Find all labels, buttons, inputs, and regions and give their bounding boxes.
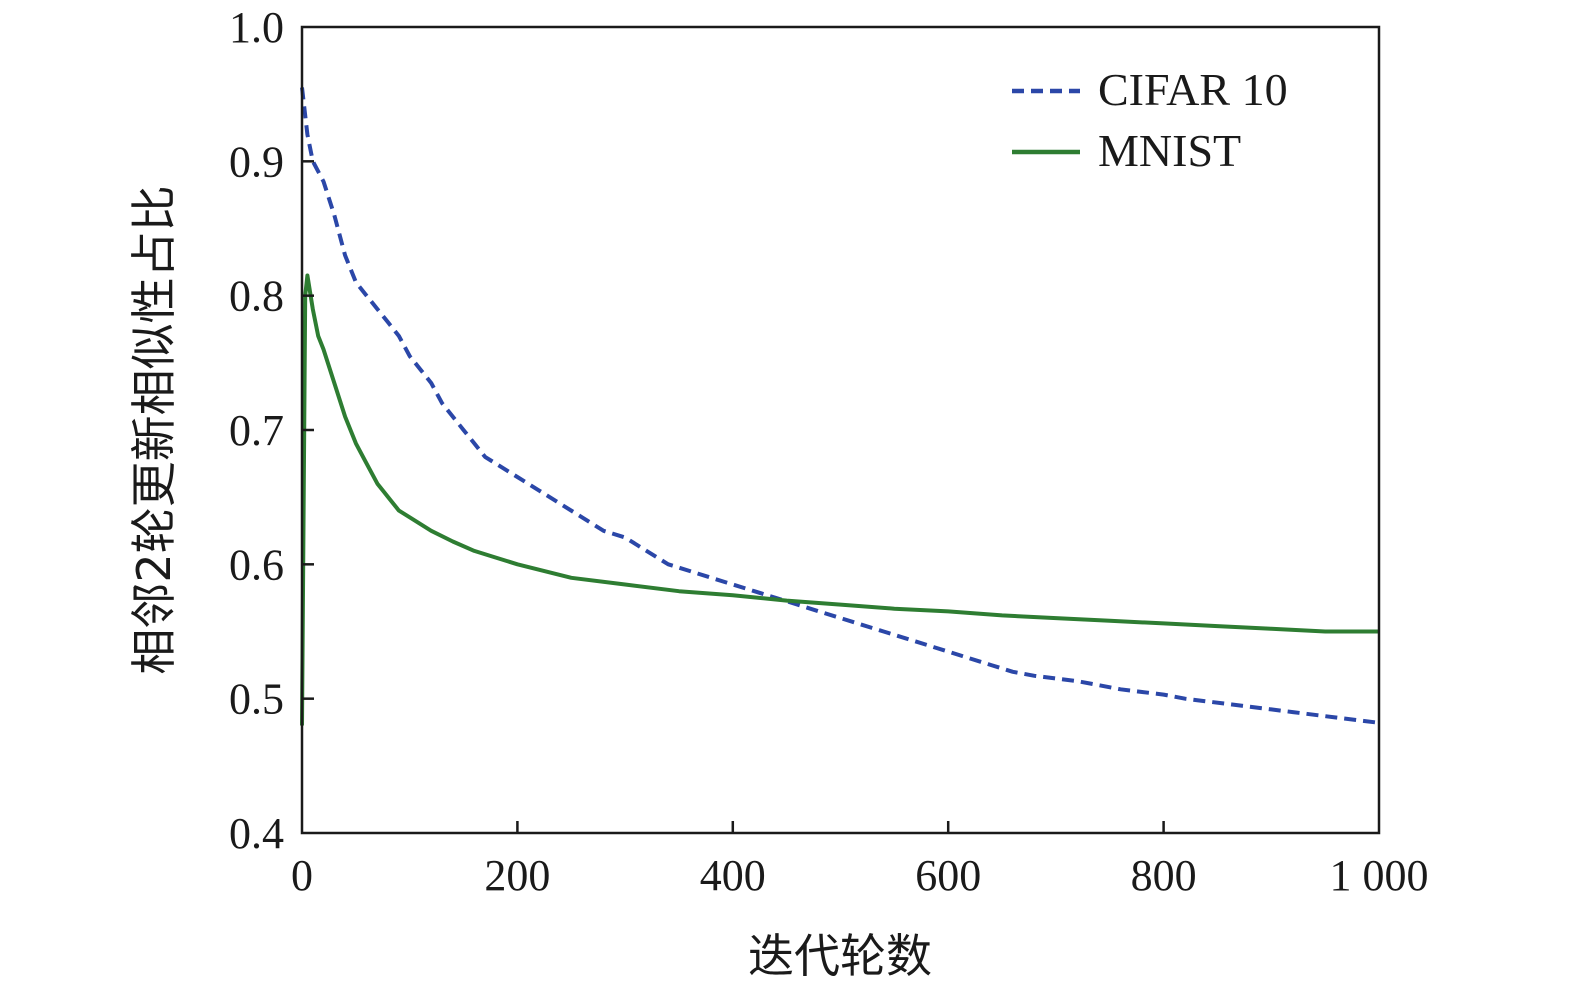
legend: CIFAR 10 MNIST <box>1012 64 1288 176</box>
y-tick-label: 0.8 <box>229 272 284 321</box>
x-tick-label: 200 <box>484 851 550 900</box>
y-tick-label: 0.5 <box>229 675 284 724</box>
x-tick-label: 0 <box>291 851 313 900</box>
x-axis-title: 迭代轮数 <box>748 929 932 983</box>
y-tick-label: 1.0 <box>229 3 284 52</box>
x-tick-label: 600 <box>915 851 981 900</box>
x-tick-label: 1 000 <box>1330 851 1429 900</box>
y-tick-label: 0.4 <box>229 809 284 858</box>
y-axis-title: 相邻2轮更新相似性占比 <box>127 185 181 674</box>
x-tick-label: 400 <box>700 851 766 900</box>
x-tick-label: 800 <box>1131 851 1197 900</box>
ticks-layer: 0 200 400 600 800 1 000 0.4 0.5 0.6 0.7 0.8 0.9 1.0 <box>229 3 1429 900</box>
y-tick-label: 0.6 <box>229 540 284 589</box>
series-layer <box>300 87 1380 726</box>
series-line-mnist <box>300 273 1379 726</box>
y-tick-label: 0.9 <box>229 137 284 186</box>
series-line-cifar10 <box>300 87 1380 725</box>
y-tick-label: 0.7 <box>229 406 284 455</box>
legend-label-mnist: MNIST <box>1098 125 1241 176</box>
legend-label-cifar10: CIFAR 10 <box>1098 64 1288 115</box>
